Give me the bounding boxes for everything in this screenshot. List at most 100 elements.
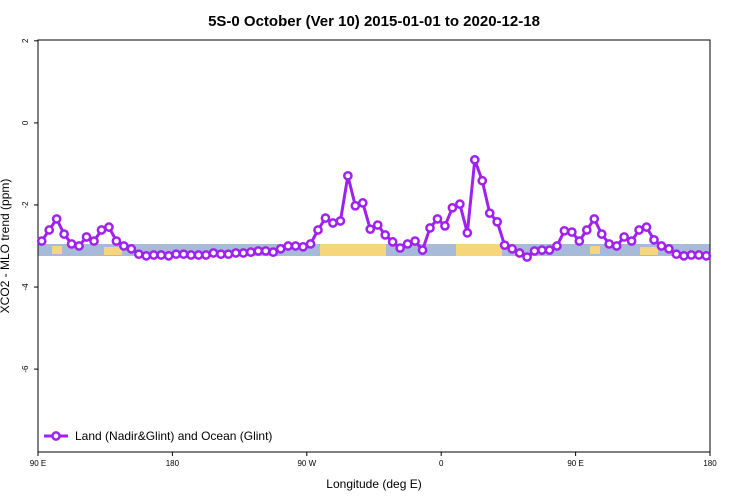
point xyxy=(193,250,204,260)
point xyxy=(410,236,420,246)
x-tick-label: 180 xyxy=(703,459,717,468)
legend-marker xyxy=(51,431,61,441)
point xyxy=(350,200,361,211)
point xyxy=(245,247,256,258)
point xyxy=(499,240,510,251)
point xyxy=(313,225,323,235)
point xyxy=(133,249,144,260)
point xyxy=(567,227,577,237)
point xyxy=(701,250,712,261)
point xyxy=(357,198,368,208)
point xyxy=(679,250,689,261)
point xyxy=(671,249,682,260)
point xyxy=(544,245,555,255)
point xyxy=(447,202,458,213)
x-tick-label: 90 E xyxy=(30,459,46,468)
plot-frame xyxy=(37,39,711,453)
point xyxy=(619,232,629,242)
point xyxy=(455,199,465,209)
point xyxy=(119,241,129,251)
point xyxy=(89,236,99,246)
y-tick-label: -4 xyxy=(21,283,30,291)
point xyxy=(559,225,570,236)
point xyxy=(171,249,181,260)
point xyxy=(260,246,271,256)
point xyxy=(477,175,488,186)
point xyxy=(574,236,585,246)
point xyxy=(596,229,607,239)
point xyxy=(469,154,480,165)
chart-title: 5S-0 October (Ver 10) 2015-01-01 to 2020… xyxy=(208,13,540,30)
point xyxy=(604,239,615,249)
point xyxy=(268,247,279,258)
point xyxy=(514,248,525,258)
x-axis-label: Longitude (deg E) xyxy=(326,477,421,491)
point xyxy=(581,225,592,235)
point xyxy=(686,250,697,260)
x-tick-label: 90 E xyxy=(567,459,583,468)
point xyxy=(656,241,667,251)
point xyxy=(634,225,644,235)
land-patch xyxy=(320,244,386,256)
point xyxy=(664,244,674,254)
point xyxy=(148,250,159,260)
point xyxy=(163,250,174,261)
point xyxy=(201,250,211,260)
y-tick-label: -2 xyxy=(21,201,30,209)
point xyxy=(238,248,249,258)
point xyxy=(253,246,264,256)
point xyxy=(59,229,69,239)
point xyxy=(395,243,405,253)
land-patch xyxy=(590,246,600,254)
point xyxy=(507,244,517,254)
point xyxy=(178,249,189,260)
point xyxy=(231,248,241,258)
point xyxy=(335,216,346,226)
point xyxy=(208,248,219,258)
point xyxy=(626,236,637,246)
land-patch xyxy=(640,247,658,255)
point xyxy=(36,236,47,246)
x-tick-label: 90 W xyxy=(297,459,316,468)
point xyxy=(693,250,704,260)
point xyxy=(589,214,600,224)
point xyxy=(484,208,495,219)
x-tick-label: 0 xyxy=(439,459,444,468)
point xyxy=(156,250,167,260)
point xyxy=(126,244,137,254)
x-tick-label: 180 xyxy=(166,459,180,468)
point xyxy=(223,249,234,260)
point xyxy=(432,214,443,224)
land-patch xyxy=(104,247,122,255)
point xyxy=(305,239,316,249)
point xyxy=(462,228,473,238)
point xyxy=(641,222,652,232)
point xyxy=(372,220,383,230)
point xyxy=(66,239,77,249)
point xyxy=(44,225,55,235)
point xyxy=(343,170,353,181)
point xyxy=(328,218,338,228)
point xyxy=(492,216,503,227)
point xyxy=(320,213,331,223)
point xyxy=(380,230,391,240)
point xyxy=(298,241,308,252)
y-tick-label: -6 xyxy=(21,365,30,373)
point xyxy=(290,241,301,251)
point xyxy=(216,249,226,260)
point xyxy=(522,252,532,262)
point xyxy=(425,223,435,233)
legend-label: Land (Nadir&Glint) and Ocean (Glint) xyxy=(75,429,272,443)
point xyxy=(649,234,659,245)
land-patch xyxy=(456,244,502,256)
point xyxy=(74,241,84,251)
y-tick-label: 0 xyxy=(21,120,30,125)
point xyxy=(387,237,398,247)
point xyxy=(275,244,286,254)
point xyxy=(529,246,540,256)
point xyxy=(96,225,107,235)
y-axis-label: XCO2 - MLO trend (ppm) xyxy=(0,179,12,314)
point xyxy=(365,224,376,235)
point xyxy=(104,222,114,232)
